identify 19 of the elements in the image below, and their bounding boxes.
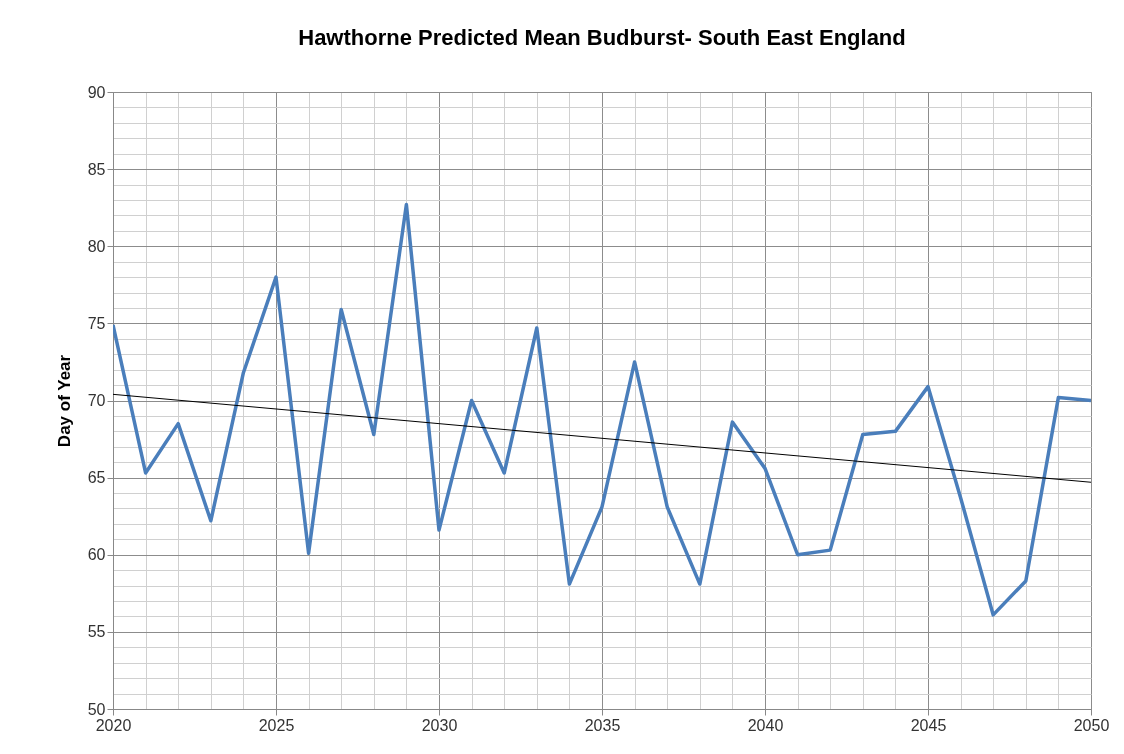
y-tick-label: 85 [87,160,106,178]
x-tick-label: 2020 [95,716,132,734]
y-axis-title: Day of Year [54,354,74,448]
x-tick-label: 2030 [421,716,458,734]
line-series [113,202,1091,617]
x-tick-label: 2025 [258,716,295,734]
x-tick-label: 2045 [910,716,947,734]
y-tick-label: 80 [87,237,106,255]
y-tick-label: 75 [87,314,106,332]
y-tick-label: 55 [87,623,106,641]
x-tick-label: 2040 [747,716,784,734]
y-tick-label: 50 [87,700,106,718]
x-tick-label: 2035 [584,716,621,734]
y-tick-label: 90 [87,83,106,101]
y-tick-label: 70 [87,392,106,409]
chart-title: Hawthorne Predicted Mean Budburst- South East England [298,25,906,50]
y-tick-label: 65 [87,469,106,487]
x-tick-label: 2050 [1073,716,1110,734]
y-tick-label: 60 [87,546,106,564]
